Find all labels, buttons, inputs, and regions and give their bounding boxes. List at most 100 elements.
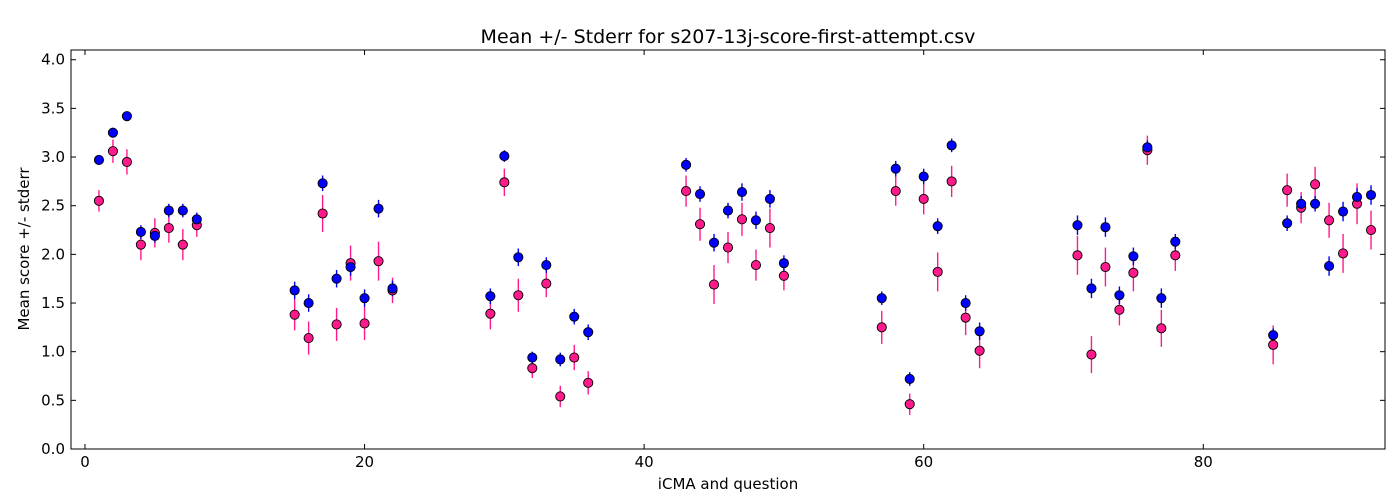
- data-point: [93, 154, 105, 166]
- data-point: [1156, 323, 1167, 334]
- data-point: [331, 319, 342, 330]
- data-point: [135, 239, 146, 250]
- y-tick-label: 2.0: [41, 245, 65, 263]
- data-point: [694, 188, 706, 200]
- data-point: [722, 205, 734, 216]
- chart-title: Mean +/- Stderr for s207-13j-score-first…: [481, 26, 976, 48]
- data-point: [750, 215, 762, 226]
- data-point: [93, 195, 105, 206]
- data-point: [890, 186, 901, 197]
- data-point: [135, 226, 146, 238]
- data-point: [121, 156, 132, 167]
- data-point: [932, 266, 943, 277]
- data-point: [513, 252, 524, 263]
- y-tick-label: 1.0: [41, 343, 65, 361]
- data-point: [569, 352, 580, 363]
- data-point: [163, 205, 174, 216]
- data-point: [904, 373, 915, 384]
- data-point: [876, 293, 887, 304]
- data-point: [736, 214, 748, 225]
- data-point: [555, 354, 566, 365]
- data-point: [681, 159, 692, 170]
- y-tick-label: 2.5: [41, 197, 65, 215]
- data-point: [121, 111, 132, 122]
- data-point: [177, 205, 188, 216]
- data-point: [918, 193, 929, 204]
- data-point: [317, 208, 328, 219]
- x-tick-label: 0: [80, 453, 90, 471]
- data-point: [359, 293, 370, 304]
- x-tick-label: 40: [635, 453, 654, 471]
- y-tick-label: 0.0: [41, 440, 65, 458]
- data-point: [974, 326, 985, 337]
- data-point: [1128, 251, 1139, 262]
- data-point: [1324, 260, 1335, 272]
- data-point: [1338, 206, 1349, 217]
- data-point: [107, 146, 118, 157]
- data-point: [345, 261, 356, 273]
- data-point: [904, 399, 915, 410]
- axis-ticks: 0 20 40 60 80 0.0 0.5 1.0 1.5 2.0 2.5 3.0 3.5 4.0: [41, 50, 1385, 471]
- y-axis-label: Mean score +/- stderr: [15, 167, 33, 331]
- data-point: [1114, 304, 1125, 315]
- data-point: [331, 273, 342, 284]
- data-point: [163, 223, 174, 234]
- y-tick-label: 4.0: [41, 51, 65, 69]
- data-point: [1142, 142, 1153, 153]
- data-point: [1365, 189, 1377, 201]
- data-point: [1296, 198, 1307, 209]
- data-point: [1128, 267, 1139, 278]
- data-point: [513, 290, 524, 301]
- data-point: [1351, 191, 1363, 202]
- data-point: [1282, 185, 1293, 196]
- data-point: [555, 391, 566, 402]
- data-point: [708, 237, 720, 248]
- y-tick-label: 0.5: [41, 391, 65, 409]
- x-tick-label: 20: [355, 453, 374, 471]
- data-marks: [93, 111, 1377, 415]
- data-point: [569, 311, 580, 322]
- data-point: [1324, 215, 1335, 226]
- data-point: [359, 318, 370, 329]
- data-point: [149, 230, 160, 241]
- data-point: [736, 187, 748, 198]
- data-point: [890, 163, 901, 174]
- data-point: [1086, 283, 1097, 294]
- data-point: [191, 214, 202, 225]
- data-point: [541, 260, 552, 271]
- data-point: [1170, 250, 1181, 261]
- data-point: [289, 285, 300, 296]
- data-point: [1365, 224, 1377, 236]
- x-tick-label: 60: [914, 453, 933, 471]
- data-point: [1310, 198, 1321, 209]
- data-point: [373, 256, 384, 267]
- data-point: [960, 297, 971, 309]
- data-point: [946, 140, 957, 151]
- data-point: [583, 327, 594, 338]
- data-point: [107, 127, 118, 138]
- data-point: [681, 186, 692, 197]
- x-tick-label: 80: [1194, 453, 1213, 471]
- data-point: [1100, 222, 1111, 233]
- data-point: [1170, 236, 1181, 247]
- data-point: [1100, 261, 1111, 273]
- data-point: [1268, 330, 1279, 341]
- data-point: [918, 171, 929, 182]
- data-point: [876, 322, 887, 333]
- data-point: [694, 219, 706, 230]
- plot-frame: [70, 49, 1386, 450]
- data-point: [541, 278, 552, 289]
- data-point: [303, 297, 314, 309]
- data-point: [722, 242, 734, 253]
- data-point: [289, 309, 300, 320]
- data-point: [932, 221, 943, 232]
- data-point: [317, 178, 328, 189]
- data-point: [387, 283, 398, 294]
- data-point: [708, 279, 720, 290]
- data-point: [499, 151, 510, 162]
- data-point: [177, 239, 188, 250]
- data-point: [778, 270, 789, 281]
- data-point: [1338, 248, 1349, 259]
